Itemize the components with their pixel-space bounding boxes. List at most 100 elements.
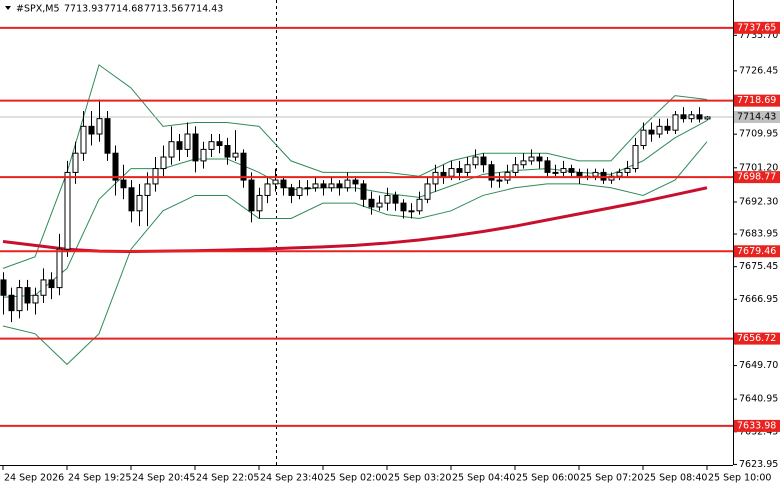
candle-body (352, 179, 359, 185)
candle-body (256, 194, 263, 212)
candle-body (160, 156, 167, 170)
candle-body (624, 168, 631, 173)
candle-body (168, 141, 175, 158)
y-tick-label: 7701.20 (739, 162, 778, 173)
candle-body (344, 179, 351, 189)
y-tick-label: 7623.95 (739, 459, 778, 470)
candle-body (368, 198, 375, 208)
level-label: 7718.69 (737, 95, 776, 106)
x-tick-label: 25 Sep 08:40 (644, 473, 707, 484)
candle-body (648, 129, 655, 135)
candle-body (40, 279, 47, 296)
level-label: 7679.46 (737, 246, 776, 257)
candle-body (264, 183, 271, 196)
candle-body (296, 187, 303, 196)
candle-body (8, 294, 15, 312)
header: #SPX,M5 7713.93 7714.68 7713.56 7714.43 (16, 4, 223, 15)
indicator-line (2, 64, 708, 269)
candle-body (688, 114, 695, 120)
candle-body (104, 118, 111, 154)
y-tick-label: 7683.95 (739, 229, 778, 240)
candle-body (208, 141, 215, 150)
candle-body (224, 145, 231, 158)
menu-arrow (5, 6, 11, 10)
candle-body (432, 171, 439, 185)
candle-body (400, 202, 407, 212)
level-label: 7656.72 (737, 333, 776, 344)
x-tick-label: 25 Sep 10:00 (708, 473, 771, 484)
candle-body (272, 179, 279, 185)
level-label-box (734, 332, 780, 345)
current-price-label: 7714.43 (737, 111, 776, 122)
candle-body (640, 129, 647, 147)
candle-body (136, 194, 143, 212)
level-label: 7698.77 (737, 172, 776, 183)
candle-body (496, 179, 503, 182)
y-tick-label: 7692.30 (739, 196, 778, 207)
candle-body (80, 125, 87, 154)
x-tick-label: 25 Sep 06:00 (516, 473, 579, 484)
candle-body (240, 152, 247, 181)
x-tick-label: 24 Sep 22:05 (196, 473, 259, 484)
indicator-line (2, 141, 708, 366)
level-label-box (734, 245, 780, 258)
candle-body (64, 171, 71, 250)
candle-body (0, 279, 7, 296)
candle-body (280, 179, 287, 189)
level-label-box (734, 171, 780, 184)
y-tick-label: 7735.70 (739, 30, 778, 41)
y-tick-label: 7709.95 (739, 129, 778, 140)
candle-body (232, 152, 239, 158)
candle-body (128, 187, 135, 212)
x-tick-label: 24 Sep 2026 (4, 473, 64, 484)
x-tick-label: 24 Sep 19:25 (68, 473, 131, 484)
candle-body (448, 168, 455, 177)
x-tick-label: 25 Sep 07:20 (580, 473, 643, 484)
candle-body (536, 156, 543, 162)
candle-body (304, 187, 311, 190)
current-price-box (734, 110, 780, 123)
candle-body (568, 168, 575, 173)
candle-body (384, 194, 391, 204)
candle-body (96, 118, 103, 135)
candle-body (456, 168, 463, 173)
candle-body (328, 183, 335, 189)
candle-body (528, 156, 535, 162)
candle-body (360, 183, 367, 200)
candle-body (24, 287, 31, 304)
candle-body (680, 114, 687, 120)
candle-body (616, 171, 623, 177)
candle-body (216, 141, 223, 147)
candle-body (144, 183, 151, 196)
close-value: 7714.43 (184, 4, 223, 15)
candle-body (48, 279, 55, 289)
y-tick-label: 7726.45 (739, 65, 778, 76)
candle-body (192, 133, 199, 162)
level-label: 7737.65 (737, 22, 776, 33)
x-tick-label: 25 Sep 02:00 (324, 473, 387, 484)
candle-body (664, 125, 671, 131)
candle-body (416, 198, 423, 212)
candle-body (200, 148, 207, 162)
y-tick-label: 7675.45 (739, 261, 778, 272)
candle-body (632, 145, 639, 170)
candle-body (704, 116, 711, 120)
candle-body (336, 183, 343, 189)
candle-body (552, 171, 559, 174)
candle-body (312, 183, 319, 189)
candle-body (288, 187, 295, 196)
candle-body (672, 114, 679, 131)
x-tick-label: 25 Sep 04:40 (452, 473, 515, 484)
x-tick-label: 24 Sep 23:40 (260, 473, 323, 484)
candle-body (248, 179, 255, 212)
x-tick-label: 25 Sep 03:20 (388, 473, 451, 484)
candle-body (520, 160, 527, 166)
candle-body (72, 152, 79, 173)
y-tick-label: 7666.95 (739, 294, 778, 305)
low-value: 7713.56 (144, 4, 183, 15)
candle-body (408, 210, 415, 213)
high-value: 7714.68 (104, 4, 143, 15)
candle-body (320, 183, 327, 189)
